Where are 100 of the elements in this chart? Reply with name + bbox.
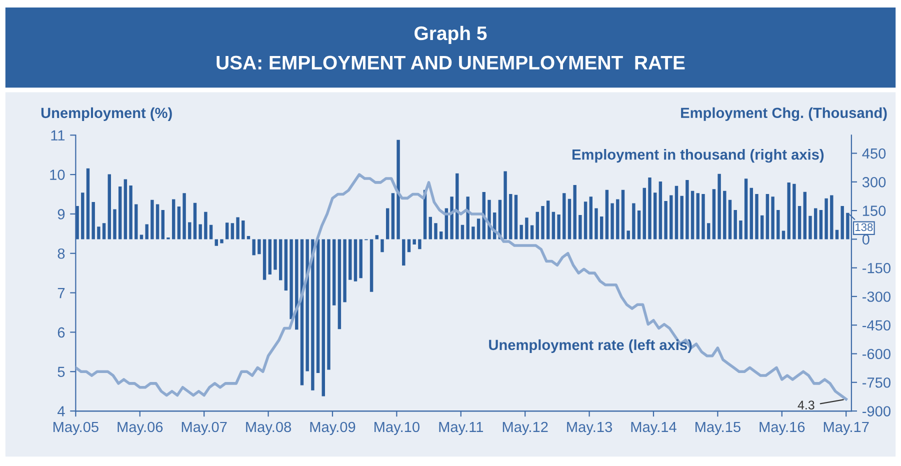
y-tick-label: 6 (58, 327, 65, 338)
bar (407, 239, 411, 252)
bar (771, 196, 774, 240)
bar (76, 206, 79, 240)
bar (81, 192, 84, 240)
bar (530, 225, 534, 240)
bar (322, 239, 325, 396)
x-tick-label: May.09 (310, 422, 356, 436)
bar (124, 179, 128, 240)
y-tick-label: 9 (58, 209, 65, 220)
bar (626, 230, 630, 240)
bar (621, 190, 625, 240)
y2-tick-label: -900 (862, 406, 890, 416)
bar (653, 192, 657, 240)
y2-tick-label: 450 (862, 148, 886, 159)
bar (798, 206, 802, 240)
bar (225, 222, 229, 240)
bar (824, 198, 828, 240)
y2-tick-label: -750 (862, 377, 890, 388)
bar (220, 239, 224, 244)
data-label: 138 (855, 223, 873, 232)
bar (472, 226, 475, 240)
bar (188, 222, 192, 240)
bar (230, 223, 234, 240)
bar (375, 235, 378, 240)
y2-axis-title: Employment Chg. (Thousand) (681, 107, 887, 121)
bar (102, 223, 106, 240)
bar (402, 239, 406, 266)
bar (803, 192, 807, 240)
bar (680, 196, 684, 240)
bar (193, 202, 197, 240)
bar (145, 224, 148, 240)
bar (134, 204, 138, 240)
bar (434, 223, 438, 240)
bar (359, 239, 362, 278)
bar (557, 214, 560, 240)
bar (520, 224, 523, 240)
bar (696, 193, 700, 240)
chart-title: Graph 5 (414, 26, 487, 44)
bar (562, 193, 566, 240)
bar (750, 188, 754, 240)
bar (776, 210, 780, 240)
bar (370, 239, 374, 292)
x-tick-label: May.16 (760, 422, 805, 436)
bar (792, 184, 796, 240)
series-label: Employment in thousand (right axis) (572, 149, 824, 163)
bar (589, 196, 592, 240)
bar (476, 218, 480, 240)
bar (204, 212, 208, 240)
bar (97, 226, 100, 240)
bar (262, 239, 266, 280)
bar (348, 239, 352, 280)
bar (172, 199, 176, 240)
bar (814, 208, 818, 240)
bar (642, 188, 646, 240)
bar (290, 239, 293, 320)
bar (830, 195, 834, 240)
x-tick-label: May.15 (696, 422, 740, 436)
bar (252, 239, 256, 256)
bar (418, 239, 422, 250)
bar (541, 206, 544, 240)
y-tick-label: 8 (58, 248, 65, 259)
bar (209, 224, 213, 240)
x-tick-label: May.10 (374, 422, 420, 436)
bar (514, 194, 518, 240)
bar (161, 210, 164, 240)
bar (338, 239, 342, 330)
y2-tick-label: 150 (862, 206, 886, 216)
bar (278, 239, 282, 280)
series-label: Unemployment rate (left axis) (489, 339, 692, 353)
bar (739, 220, 742, 240)
bar (723, 190, 726, 240)
bar (525, 218, 528, 240)
bar (594, 208, 598, 240)
bar (670, 195, 673, 240)
bar (610, 203, 614, 240)
bar (509, 194, 512, 240)
x-tick-label: May.14 (631, 422, 676, 436)
y2-tick-label: -150 (862, 262, 890, 274)
x-tick-label: May.11 (439, 422, 484, 436)
y-tick-label: 11 (51, 130, 65, 140)
bar (460, 224, 464, 240)
bar (108, 174, 111, 240)
bar (327, 239, 330, 370)
bar (744, 178, 748, 240)
bar (177, 206, 181, 240)
bar (835, 230, 839, 240)
x-tick-label: May.13 (567, 422, 612, 436)
bar (439, 232, 443, 240)
bar (274, 239, 277, 270)
bar (605, 190, 609, 240)
bar (311, 239, 314, 390)
bar (86, 168, 90, 240)
bar (637, 210, 641, 240)
bar (766, 194, 770, 240)
bar (504, 171, 507, 240)
line-series (76, 173, 848, 401)
bar (113, 209, 116, 240)
bar (760, 215, 764, 240)
bar (92, 202, 95, 240)
